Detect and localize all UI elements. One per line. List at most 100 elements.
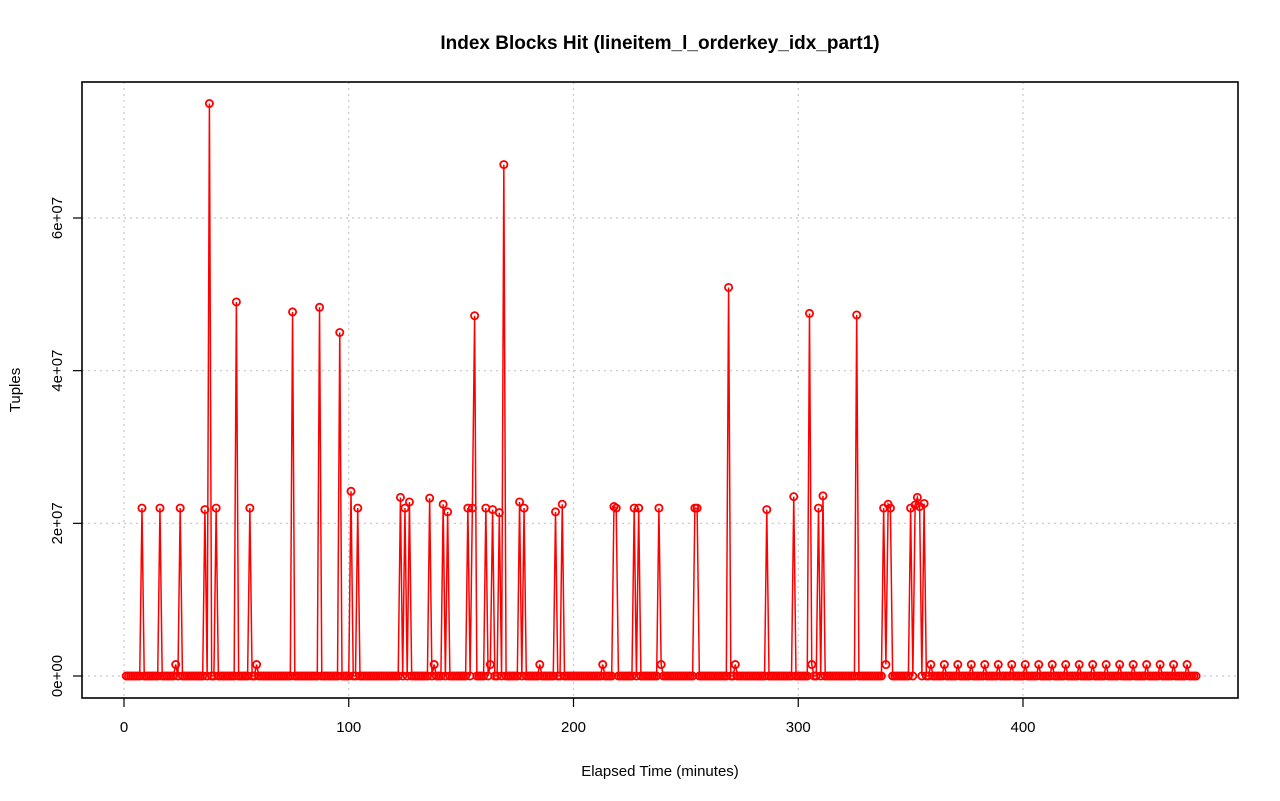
data-point-194 (557, 499, 567, 509)
data-point-376 (966, 660, 976, 670)
data-point-307 (811, 671, 821, 681)
data-point-325 (852, 310, 862, 320)
data-point-7 (137, 503, 147, 513)
data-point-225 (627, 671, 637, 681)
x-tick-label-2: 200 (561, 719, 586, 736)
data-point-336 (876, 671, 886, 681)
data-point-466 (1169, 660, 1179, 670)
data-point-308 (813, 503, 823, 513)
data-point-135 (425, 493, 435, 503)
x-tick-label-3: 300 (786, 719, 811, 736)
data-point-370 (953, 660, 963, 670)
data-point-166 (494, 508, 504, 518)
data-point-126 (404, 497, 414, 507)
data-point-103 (353, 503, 363, 513)
data-point-35 (200, 505, 210, 515)
y-tick-label-3: 6e+07 (49, 197, 66, 239)
x-tick-label-4: 400 (1010, 719, 1035, 736)
data-point-400 (1020, 660, 1030, 670)
data-point-358 (926, 660, 936, 670)
data-point-191 (551, 507, 561, 517)
data-point-228 (634, 503, 644, 513)
data-point-168 (499, 160, 509, 170)
data-point-476 (1191, 671, 1201, 681)
data-point-55 (245, 503, 255, 513)
chart-title: Index Blocks Hit (lineitem_l_orderkey_id… (440, 33, 879, 54)
data-point-338 (881, 660, 891, 670)
data-point-22 (171, 660, 181, 670)
data-point-152 (463, 503, 473, 513)
data-point-212 (598, 660, 608, 670)
data-point-174 (512, 671, 522, 681)
data-point-472 (1182, 660, 1192, 670)
y-tick-label-2: 4e+07 (49, 350, 66, 392)
data-point-430 (1088, 660, 1098, 670)
data-point-285 (762, 505, 772, 515)
data-point-137 (429, 660, 439, 670)
data-point-121 (393, 671, 403, 681)
data-point-406 (1034, 660, 1044, 670)
data-point-140 (436, 671, 446, 681)
data-point-21 (168, 671, 178, 681)
data-point-226 (629, 503, 639, 513)
y-tick-label-0: 0e+00 (49, 655, 66, 697)
y-axis-label: Tuples (7, 368, 24, 412)
data-point-355 (919, 498, 929, 508)
x-axis: 0 100 200 300 400 (120, 698, 1036, 736)
x-axis-label: Elapsed Time (minutes) (581, 763, 739, 780)
data-point-304 (804, 308, 814, 318)
data-point-460 (1155, 660, 1165, 670)
data-point-177 (519, 503, 529, 513)
data-point-254 (692, 503, 702, 513)
x-tick-label-1: 100 (336, 719, 361, 736)
data-point-162 (485, 660, 495, 670)
data-point-86 (315, 302, 325, 312)
data-point-74 (288, 307, 298, 317)
data-point-122 (395, 492, 405, 502)
data-point-34 (198, 671, 208, 681)
data-point-165 (492, 671, 502, 681)
data-point-340 (885, 503, 895, 513)
data-point-134 (422, 671, 432, 681)
data-point-454 (1142, 660, 1152, 670)
data-point-305 (807, 660, 817, 670)
plot-frame (81, 81, 1239, 699)
data-point-151 (461, 671, 471, 681)
data-point-159 (479, 671, 489, 681)
data-point-154 (467, 503, 477, 513)
data-point-436 (1101, 660, 1111, 670)
data-point-218 (611, 503, 621, 513)
data-point-424 (1074, 660, 1084, 670)
y-axis: 0e+00 2e+07 4e+07 6e+07 (49, 197, 82, 697)
series (121, 99, 1201, 681)
y-tick-label-1: 2e+07 (49, 502, 66, 544)
data-point-268 (724, 282, 734, 292)
data-point-238 (656, 660, 666, 670)
data-point-155 (470, 311, 480, 321)
x-tick-label-0: 0 (120, 719, 128, 736)
data-point-184 (535, 660, 545, 670)
data-point-448 (1128, 660, 1138, 670)
series-line (126, 103, 1197, 677)
data-point-382 (980, 660, 990, 670)
data-point-352 (912, 492, 922, 502)
data-point-15 (155, 503, 165, 513)
data-point-100 (346, 486, 356, 496)
data-point-388 (993, 660, 1003, 670)
data-point-271 (730, 660, 740, 670)
data-point-310 (818, 491, 828, 501)
data-point-350 (908, 671, 918, 681)
data-point-418 (1061, 660, 1071, 670)
data-point-297 (789, 492, 799, 502)
data-point-58 (252, 660, 262, 670)
data-point-24 (175, 503, 185, 513)
data-point-141 (438, 499, 448, 509)
data-point-237 (654, 503, 664, 513)
data-point-348 (903, 671, 913, 681)
data-point-394 (1007, 660, 1017, 670)
data-point-175 (515, 497, 525, 507)
data-point-49 (231, 297, 241, 307)
data-point-351 (910, 500, 920, 510)
data-point-124 (400, 503, 410, 513)
